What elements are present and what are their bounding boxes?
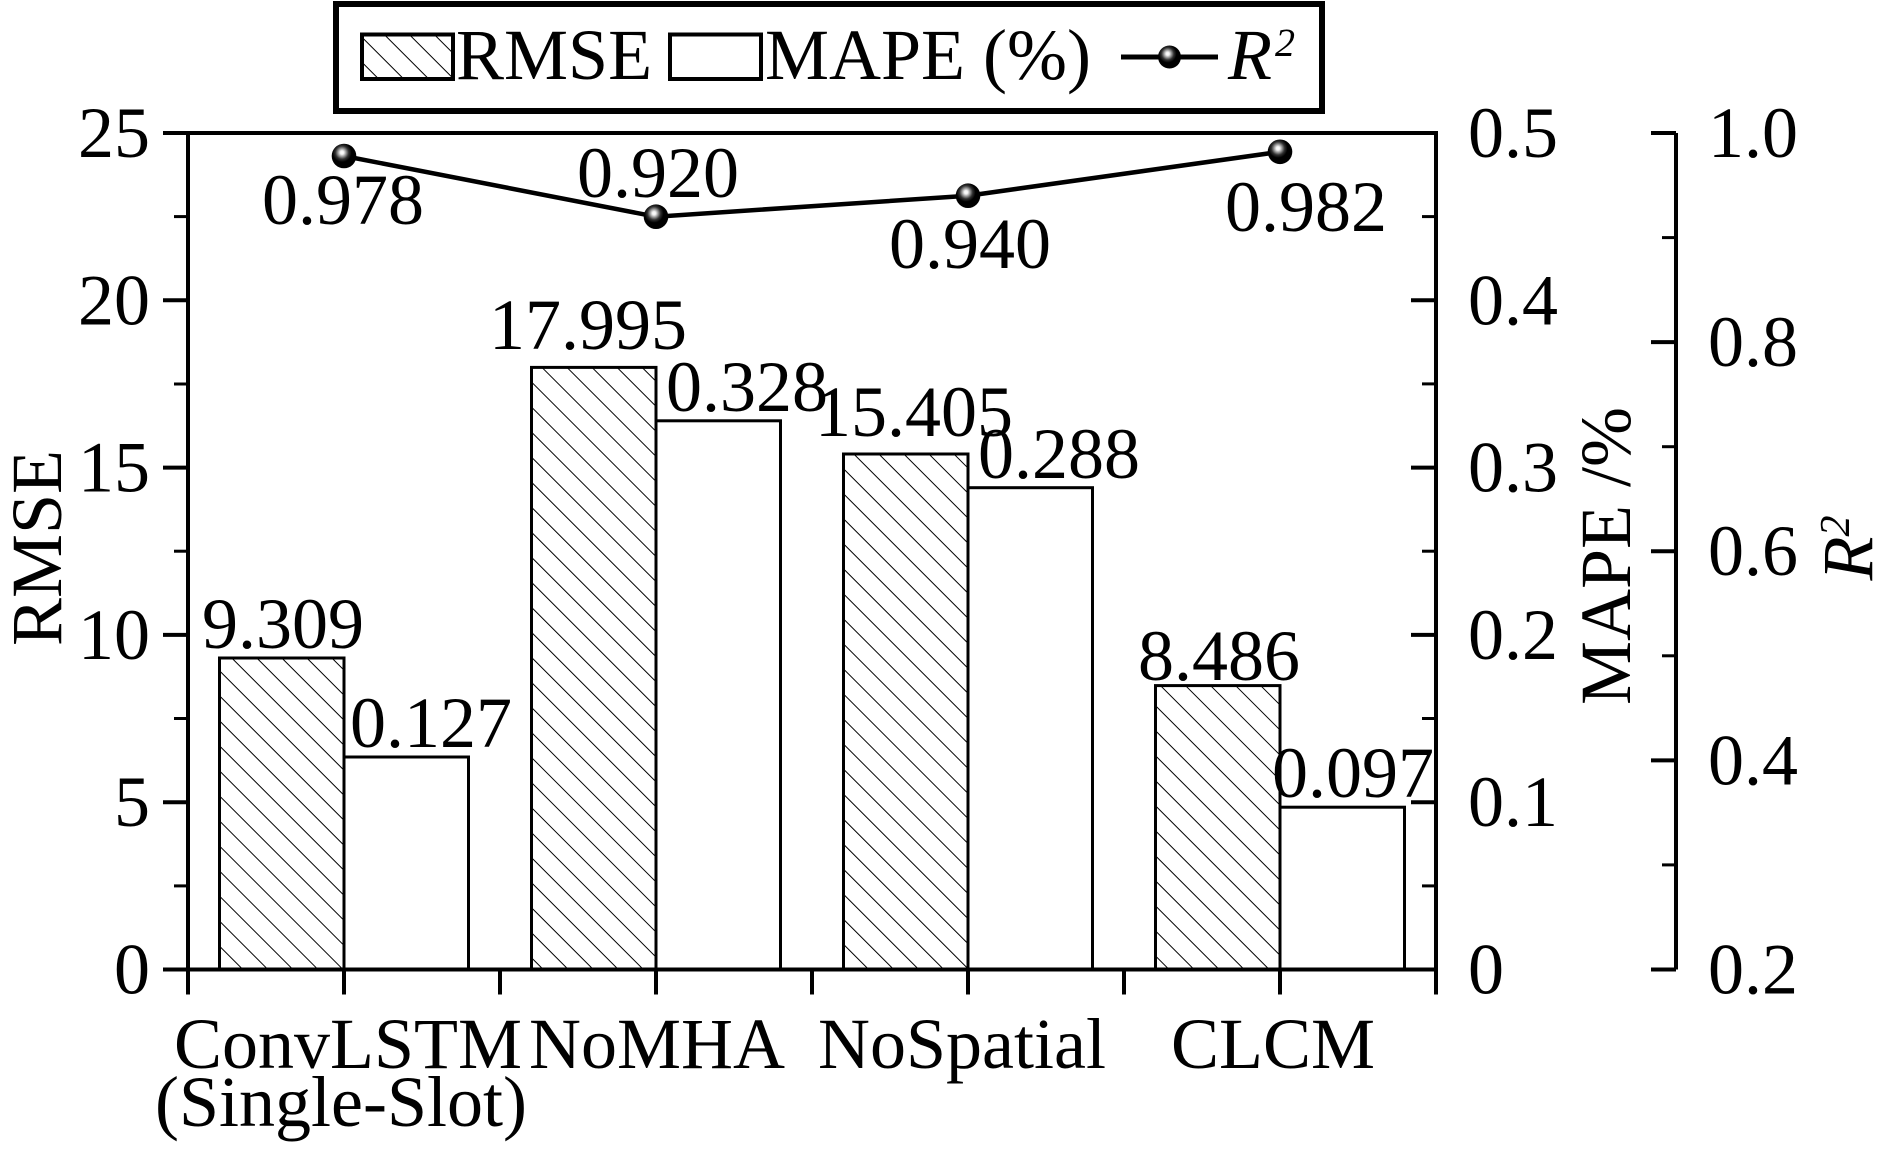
svg-text:0: 0: [1468, 930, 1504, 1010]
svg-text:10: 10: [78, 595, 150, 675]
svg-text:0.6: 0.6: [1708, 511, 1798, 591]
svg-text:0.2: 0.2: [1468, 595, 1558, 675]
svg-text:8.486: 8.486: [1138, 616, 1300, 696]
svg-text:25: 25: [78, 93, 150, 173]
svg-text:0.3: 0.3: [1468, 428, 1558, 508]
svg-text:NoMHA: NoMHA: [529, 1004, 785, 1084]
svg-text:RMSE: RMSE: [456, 15, 652, 95]
svg-text:MAPE /%: MAPE /%: [1566, 407, 1646, 705]
svg-text:0.097: 0.097: [1272, 733, 1434, 813]
svg-text:0.4: 0.4: [1708, 720, 1798, 800]
svg-text:9.309: 9.309: [202, 584, 364, 664]
svg-text:0.5: 0.5: [1468, 93, 1558, 173]
svg-text:CLCM: CLCM: [1171, 1004, 1375, 1084]
svg-text:0.127: 0.127: [350, 683, 512, 763]
svg-text:20: 20: [78, 260, 150, 340]
svg-text:0.978: 0.978: [262, 160, 424, 240]
svg-text:0.8: 0.8: [1708, 302, 1798, 382]
svg-text:0.940: 0.940: [889, 204, 1051, 284]
svg-text:RMSE: RMSE: [0, 450, 77, 646]
svg-text:0: 0: [114, 930, 150, 1010]
svg-text:0.982: 0.982: [1225, 167, 1387, 247]
svg-text:MAPE (%): MAPE (%): [765, 15, 1091, 95]
svg-text:0.2: 0.2: [1708, 930, 1798, 1010]
svg-text:R: R: [1227, 15, 1272, 95]
svg-text:0.4: 0.4: [1468, 260, 1558, 340]
svg-text:(Single-Slot): (Single-Slot): [155, 1062, 527, 1142]
svg-text:2: 2: [1275, 20, 1295, 65]
svg-text:0.920: 0.920: [577, 133, 739, 213]
svg-text:17.995: 17.995: [489, 285, 687, 365]
svg-text:15: 15: [78, 428, 150, 508]
svg-text:1.0: 1.0: [1708, 93, 1798, 173]
svg-text:0.328: 0.328: [666, 347, 828, 427]
svg-text:5: 5: [114, 762, 150, 842]
svg-text:ConvLSTM: ConvLSTM: [174, 1004, 522, 1084]
svg-text:15.405: 15.405: [815, 372, 1013, 452]
svg-text:0.1: 0.1: [1468, 762, 1558, 842]
svg-text:NoSpatial: NoSpatial: [818, 1004, 1106, 1084]
svg-text:0.288: 0.288: [978, 414, 1140, 494]
